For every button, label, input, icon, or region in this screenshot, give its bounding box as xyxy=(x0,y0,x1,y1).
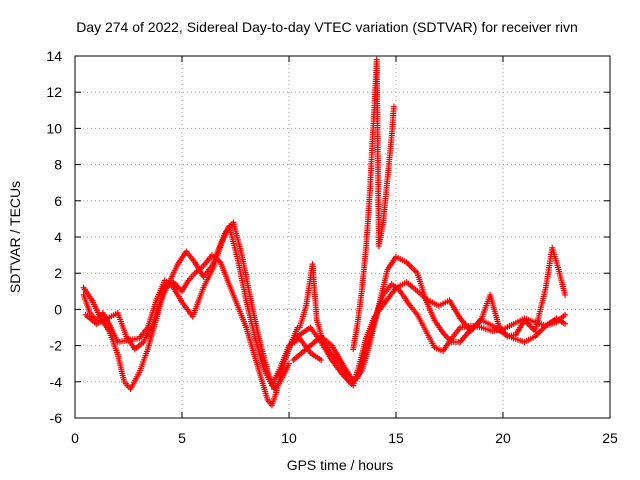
y-tick-label: -4 xyxy=(50,374,63,390)
series-track-3 xyxy=(80,219,292,393)
x-tick-label: 20 xyxy=(495,430,511,446)
y-tick-label: 2 xyxy=(54,265,62,281)
y-tick-label: 8 xyxy=(54,157,62,173)
y-tick-label: 6 xyxy=(54,193,62,209)
y-tick-label: 4 xyxy=(54,229,62,245)
chart-title: Day 274 of 2022, Sidereal Day-to-day VTE… xyxy=(76,19,578,35)
y-tick-label: 12 xyxy=(46,84,62,100)
y-tick-label: 10 xyxy=(46,120,62,136)
y-tick-label: -6 xyxy=(50,410,63,426)
tick-labels: 0 5 10 15 20 25 -6 -4 -2 0 2 4 6 8 10 12 14 xyxy=(46,48,618,446)
series-track-6 xyxy=(290,253,569,385)
data-point xyxy=(286,360,292,367)
x-tick-label: 5 xyxy=(178,430,186,446)
data-point xyxy=(318,357,325,364)
data-point xyxy=(562,320,569,327)
y-tick-label: 14 xyxy=(46,48,62,64)
y-tick-label: -2 xyxy=(50,338,63,354)
x-tick-label: 15 xyxy=(388,430,404,446)
data-point xyxy=(562,311,569,318)
series-track-7 xyxy=(350,56,397,353)
y-tick-label: 0 xyxy=(54,301,62,317)
x-tick-label: 0 xyxy=(71,430,79,446)
y-axis-label: SDTVAR / TECUs xyxy=(7,181,23,293)
data-marks xyxy=(80,56,569,409)
x-axis-label: GPS time / hours xyxy=(287,457,394,473)
x-tick-label: 25 xyxy=(602,430,618,446)
data-point xyxy=(390,103,397,110)
grid xyxy=(75,56,610,418)
axis-ticks xyxy=(74,55,611,419)
x-tick-label: 10 xyxy=(281,430,297,446)
data-point xyxy=(562,291,569,298)
